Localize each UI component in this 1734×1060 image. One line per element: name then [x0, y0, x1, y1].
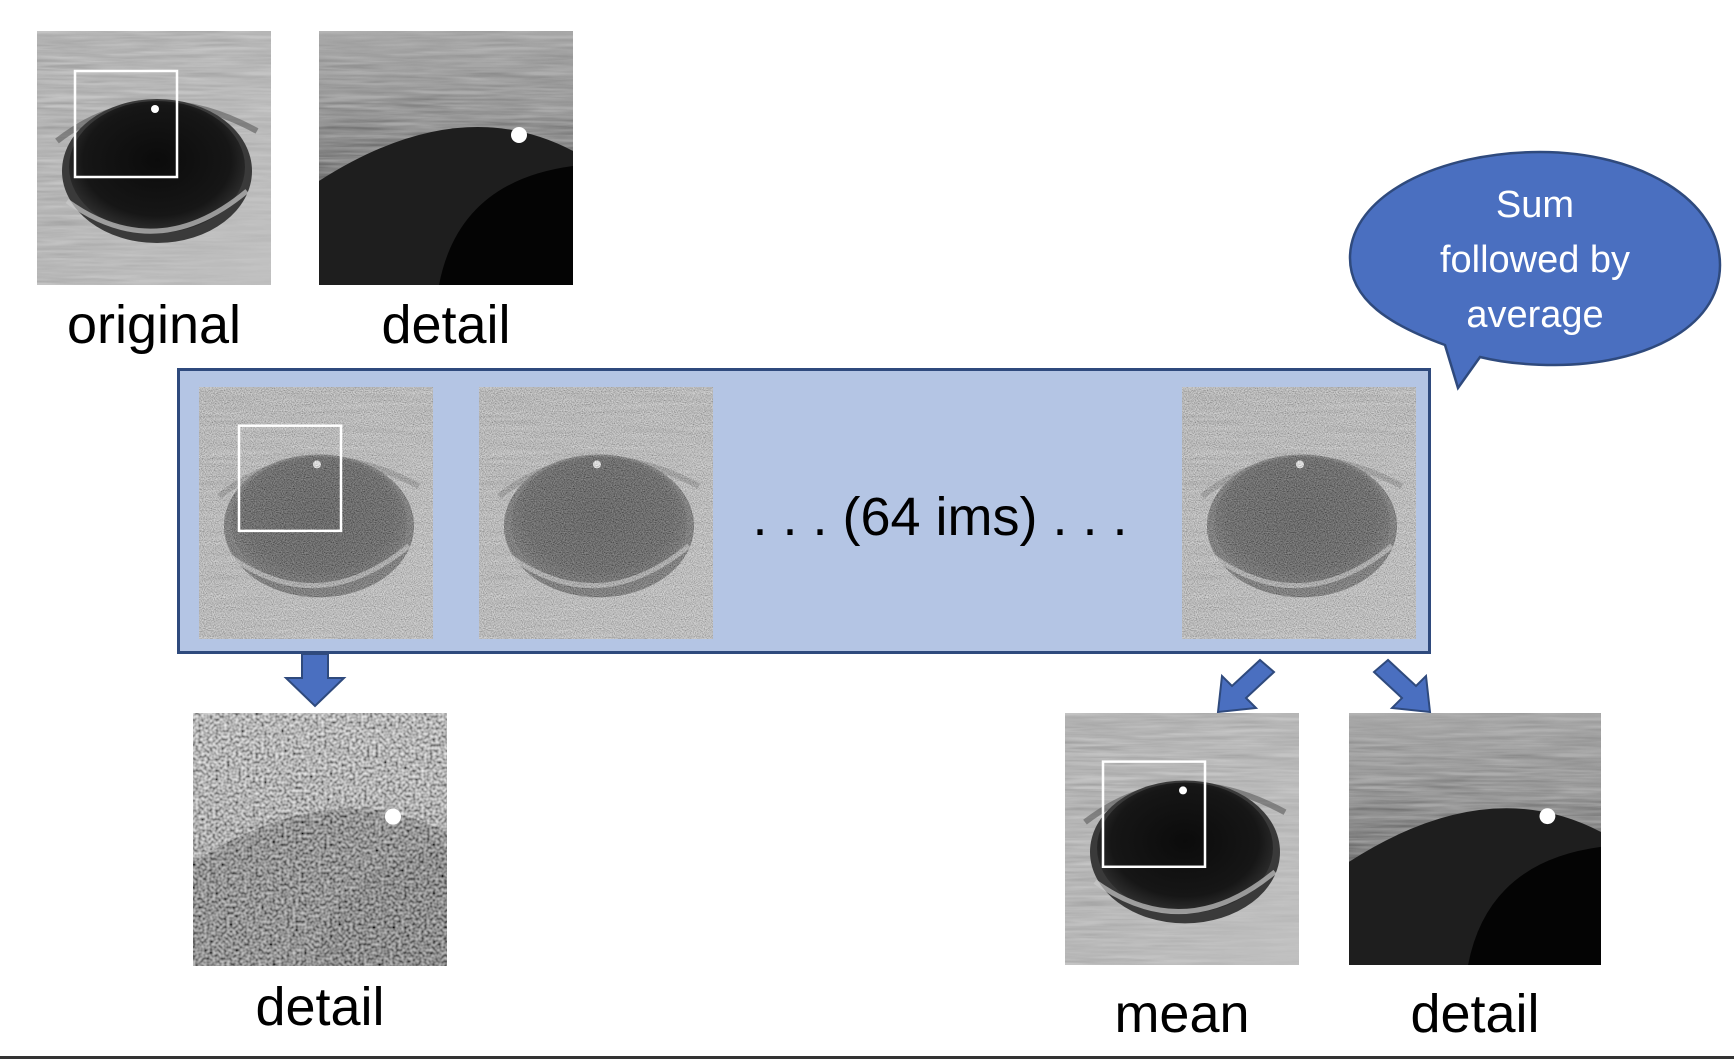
- original-image: [37, 31, 271, 285]
- bubble-text: Sum followed by average: [1400, 178, 1670, 343]
- bubble-line-2: followed by: [1400, 233, 1670, 288]
- original-label: original: [37, 298, 271, 352]
- diagonal-arrow-to-detail: [1370, 656, 1436, 716]
- stack-ellipsis-text: . . . (64 ims) . . .: [740, 490, 1140, 544]
- noisy-image-1: [199, 387, 433, 639]
- diagonal-arrow-to-mean: [1212, 656, 1278, 716]
- mean-image: [1065, 713, 1299, 965]
- bubble-line-3: average: [1400, 288, 1670, 343]
- noisy-image-64: [1182, 387, 1416, 639]
- mean-label: mean: [1065, 987, 1299, 1041]
- noisy-detail-image: [193, 713, 447, 966]
- down-arrow-left: [282, 652, 348, 708]
- detail-image-top: [319, 31, 573, 285]
- detail-label-bottom-left: detail: [193, 980, 447, 1034]
- bottom-divider: [0, 1056, 1734, 1059]
- detail-label-bottom-right: detail: [1349, 987, 1601, 1041]
- detail-label-top: detail: [319, 298, 573, 352]
- noisy-image-2: [479, 387, 713, 639]
- bubble-line-1: Sum: [1400, 178, 1670, 233]
- mean-detail-image: [1349, 713, 1601, 965]
